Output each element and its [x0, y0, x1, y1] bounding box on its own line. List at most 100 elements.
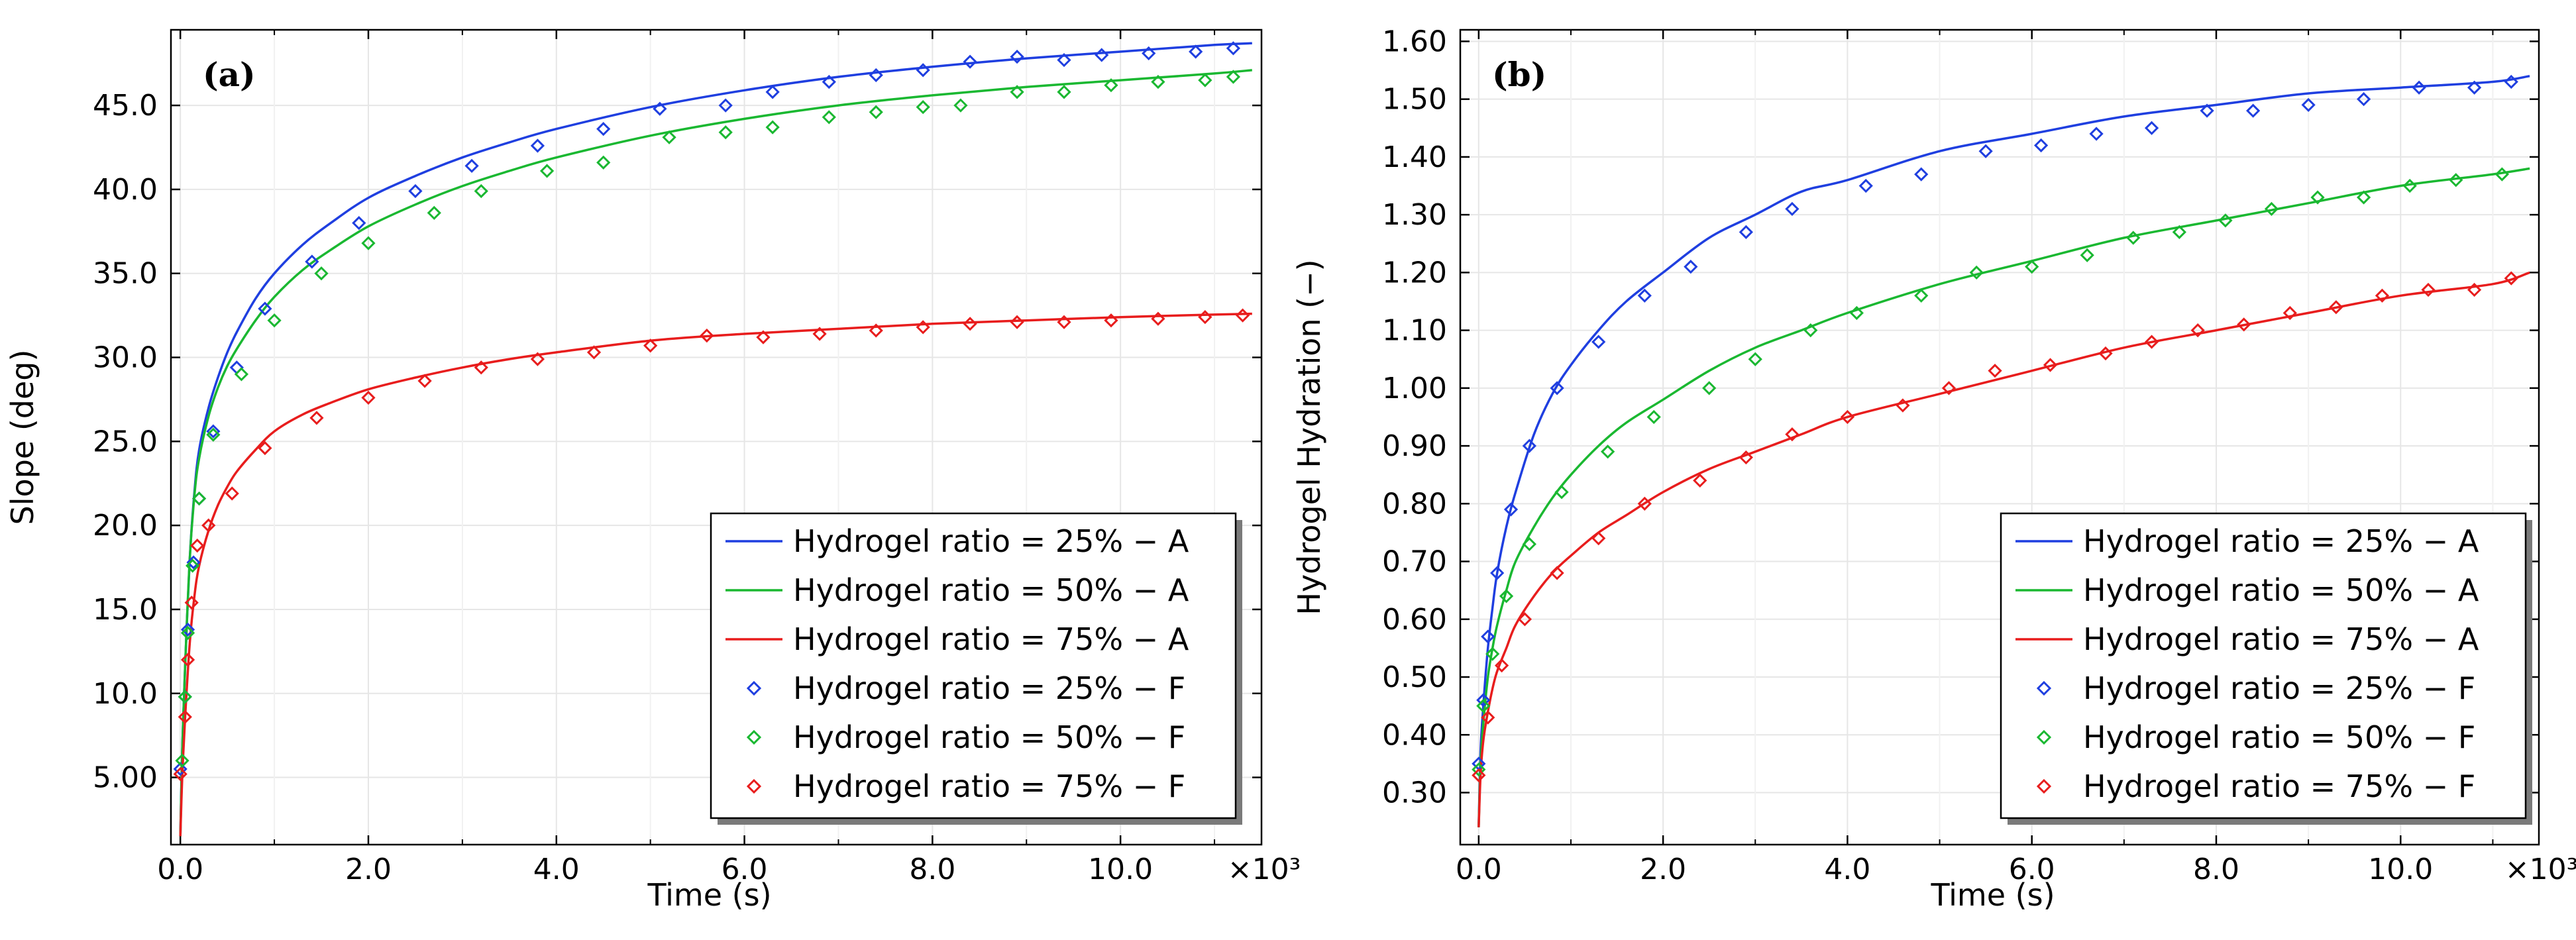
y-axis-label: Slope (deg) — [5, 350, 40, 525]
data-point-marker — [1151, 311, 1165, 326]
data-point-marker — [2421, 282, 2436, 297]
data-point-marker — [2126, 231, 2141, 245]
data-point-marker — [2504, 74, 2518, 89]
data-point-marker — [180, 622, 195, 637]
data-point-marker — [1499, 589, 1514, 603]
x-axis-label: Time (s) — [647, 877, 771, 913]
data-point-marker — [1226, 70, 1241, 84]
data-point-marker — [2080, 248, 2094, 262]
plot-frame — [170, 28, 1263, 846]
y-tick-label: 15.0 — [93, 593, 158, 627]
data-point-marker — [2449, 173, 2463, 187]
data-point-marker — [916, 63, 930, 78]
data-point-marker — [173, 762, 188, 776]
data-point-marker — [1637, 288, 1652, 303]
data-point-marker — [530, 352, 545, 366]
data-point-marker — [225, 486, 239, 501]
data-point-marker — [2356, 92, 2371, 107]
data-point-marker — [1840, 409, 1855, 425]
data-point-marker — [1637, 496, 1652, 511]
data-point-marker — [1941, 381, 1957, 395]
data-point-marker — [1550, 381, 1564, 395]
y-tick-label: 30.0 — [93, 341, 158, 375]
data-point-marker — [1601, 444, 1615, 459]
data-point-marker — [1739, 225, 1753, 239]
data-point-marker — [2172, 225, 2186, 239]
data-point-marker — [530, 138, 545, 153]
panel-label: (a) — [203, 55, 256, 94]
data-point-marker — [206, 427, 221, 442]
data-point-marker — [586, 345, 602, 360]
data-point-marker — [1503, 502, 1519, 517]
legend-entry-label: Hydrogel ratio = 75% − F — [2083, 768, 2475, 804]
data-point-marker — [1481, 629, 1495, 644]
data-point-marker — [178, 709, 192, 724]
data-point-marker — [869, 68, 883, 83]
x-multiplier-label: ×10³ — [2505, 853, 2576, 886]
x-tick-label: 10.0 — [1088, 853, 1153, 886]
y-tick-label: 35.0 — [93, 257, 158, 291]
data-point-marker — [1095, 48, 1109, 62]
data-point-marker — [963, 54, 977, 69]
data-point-marker — [1226, 41, 1241, 56]
data-point-marker — [267, 313, 282, 328]
data-point-marker — [464, 158, 479, 174]
data-point-marker — [186, 555, 201, 570]
data-point-marker — [1198, 73, 1212, 87]
chart-panel-2: 0.0 2.0 4.0 6.0 8.0 10.0 0.30 0.40 0.50 0.60 0.70 0… — [1291, 25, 2576, 913]
data-point-marker — [1803, 323, 1818, 338]
y-tick-label: 1.50 — [1382, 83, 1447, 117]
data-point-marker — [1896, 398, 1910, 413]
data-point-marker — [1198, 310, 1212, 325]
data-point-marker — [175, 753, 189, 768]
data-point-marker — [2043, 358, 2058, 372]
data-point-marker — [1988, 364, 2002, 378]
x-tick-label: 6.0 — [722, 853, 768, 886]
data-point-marker — [2144, 335, 2159, 349]
data-point-marker — [2504, 271, 2518, 286]
y-tick-label: 0.80 — [1382, 487, 1447, 521]
legend-entry-label: Hydrogel ratio = 25% − F — [2083, 670, 2475, 706]
data-point-marker — [963, 317, 977, 331]
legend-entry-label: Hydrogel ratio = 75% − A — [2083, 621, 2479, 657]
data-point-marker — [2190, 323, 2205, 338]
y-tick-label: 1.40 — [1382, 140, 1447, 174]
legend-box — [2000, 512, 2527, 819]
y-tick-label: 0.70 — [1382, 545, 1447, 579]
panel-label: (b) — [1492, 55, 1546, 94]
data-point-marker — [2402, 178, 2417, 193]
y-tick-label: 1.00 — [1382, 372, 1447, 405]
data-point-marker — [822, 74, 836, 89]
data-point-marker — [352, 216, 366, 231]
data-point-marker — [2467, 282, 2482, 297]
data-point-marker — [1472, 768, 1486, 782]
data-point-marker — [2264, 201, 2279, 217]
x-tick-label: 4.0 — [1824, 853, 1870, 886]
data-point-marker — [201, 518, 216, 533]
data-point-marker — [1522, 439, 1536, 453]
data-point-marker — [1476, 693, 1491, 707]
x-tick-label: 4.0 — [533, 853, 580, 886]
data-point-marker — [653, 101, 667, 116]
data-point-marker — [2329, 300, 2343, 315]
y-tick-label: 20.0 — [93, 509, 158, 543]
series-line-3 — [1477, 271, 2530, 827]
y-tick-label: 0.40 — [1382, 718, 1447, 752]
data-point-marker — [186, 558, 200, 573]
y-axis-label: Hydrogel Hydration (−) — [1291, 259, 1327, 615]
data-point-marker — [1684, 260, 1698, 274]
y-tick-label: 0.90 — [1382, 429, 1447, 463]
data-point-marker — [361, 390, 376, 405]
data-point-marker — [1490, 566, 1505, 580]
y-tick-label: 1.20 — [1382, 256, 1447, 289]
data-point-marker — [1969, 265, 1984, 280]
data-point-marker — [1550, 566, 1564, 580]
data-point-marker — [258, 301, 272, 316]
data-point-marker — [1522, 537, 1536, 552]
data-point-marker — [2301, 97, 2316, 113]
data-point-marker — [1517, 612, 1532, 627]
data-point-marker — [916, 100, 930, 115]
y-tick-label: 0.60 — [1382, 603, 1447, 637]
data-point-marker — [1591, 335, 1606, 349]
data-point-marker — [1235, 308, 1250, 323]
